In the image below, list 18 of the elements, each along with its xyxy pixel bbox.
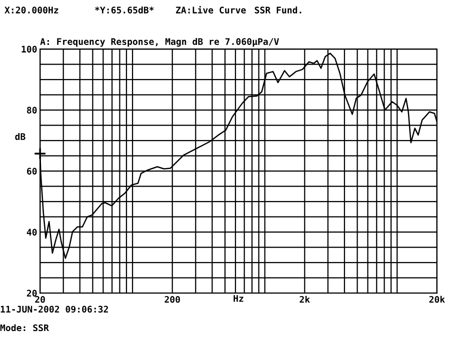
text: ZA:Live Curve (176, 6, 246, 14)
y-tick-label: 60 (26, 168, 37, 175)
x-axis-title: Hz (234, 295, 244, 302)
y-tick-label: 40 (26, 228, 37, 236)
chart-title: A: Frequency Response, Magn dB re 7.060µPa/V (40, 38, 279, 47)
text: X:20.000Hz (4, 6, 58, 14)
y-tick-label: 80 (26, 106, 37, 114)
x-tick-label: 2k (300, 296, 310, 303)
y-axis-title: dB (15, 133, 26, 140)
x-tick-label: 20k (429, 296, 445, 303)
x-tick-label: 20 (35, 296, 45, 303)
text: 11-JUN-2002 09:06:32 (0, 306, 108, 313)
text: *Y:65.65dB* (95, 6, 154, 14)
text: Mode: SSR (0, 324, 49, 332)
y-tick-label: 20 (26, 290, 37, 297)
x-tick-label: 200 (164, 296, 180, 303)
y-tick-label: 100 (22, 46, 37, 53)
text: SSR Fund. (254, 6, 302, 14)
